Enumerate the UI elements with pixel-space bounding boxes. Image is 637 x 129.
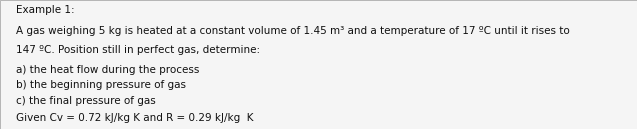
Text: a) the heat flow during the process: a) the heat flow during the process (16, 65, 199, 75)
Text: 147 ºC. Position still in perfect gas, determine:: 147 ºC. Position still in perfect gas, d… (16, 45, 260, 55)
Text: A gas weighing 5 kg is heated at a constant volume of 1.45 m³ and a temperature : A gas weighing 5 kg is heated at a const… (16, 26, 569, 36)
Text: Example 1:: Example 1: (16, 5, 75, 15)
Text: Given Cv = 0.72 kJ/kg K and R = 0.29 kJ/kg  K: Given Cv = 0.72 kJ/kg K and R = 0.29 kJ/… (16, 112, 254, 123)
Text: c) the final pressure of gas: c) the final pressure of gas (16, 96, 155, 106)
Text: b) the beginning pressure of gas: b) the beginning pressure of gas (16, 80, 186, 90)
